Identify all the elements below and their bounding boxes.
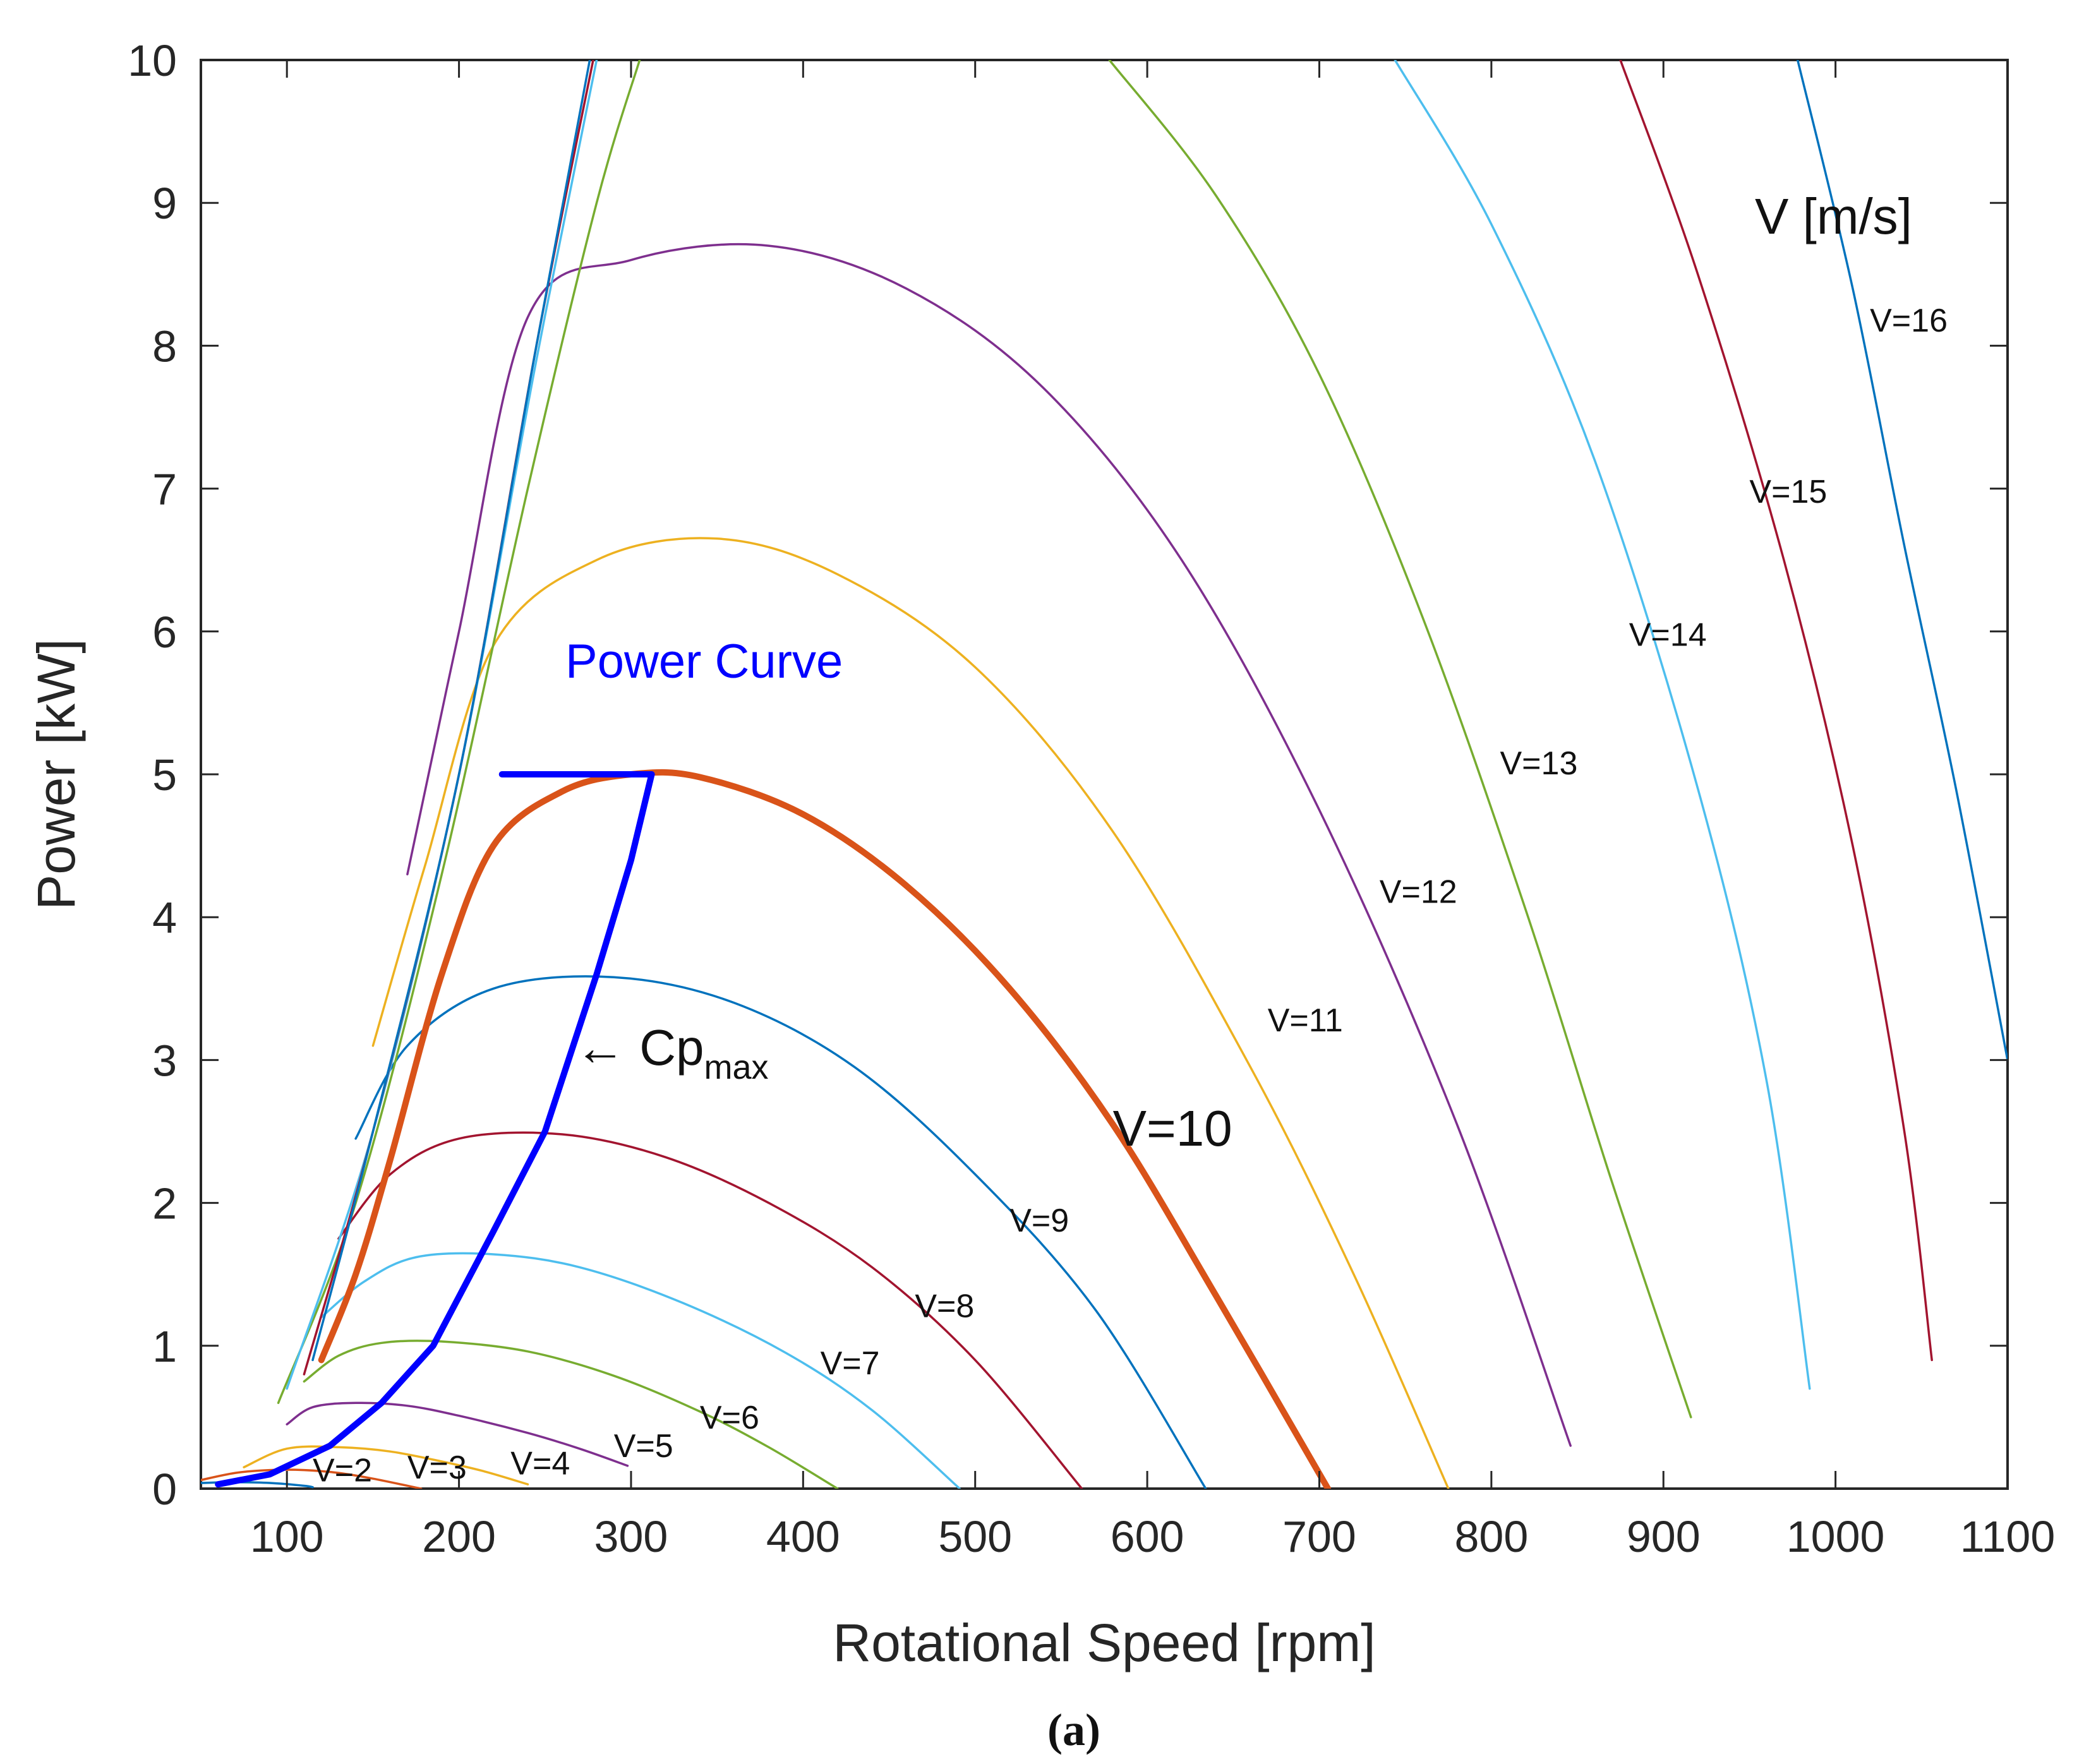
x-tick-label: 1100 [1960,1512,2056,1561]
cp-max-subscript: max [704,1048,769,1086]
y-tick-label: 8 [152,321,177,371]
power-curve-label: Power Curve [565,635,843,688]
series-label-v-13: V=13 [1500,745,1577,782]
y-tick-label: 10 [128,36,177,85]
series-label-v-16: V=16 [1870,303,1948,339]
series-line-v-16-right [1796,60,2008,1062]
curves-layer [201,60,2008,1489]
series-label-v-12: V=12 [1380,874,1457,911]
series-line-v-12 [406,243,1572,1447]
series-label-v-11: V=11 [1268,1002,1343,1039]
y-tick-label: 1 [152,1322,177,1371]
x-axis-title: Rotational Speed [rpm] [833,1613,1375,1672]
x-tick-label: 100 [250,1512,324,1561]
x-tick-label: 400 [766,1512,840,1561]
x-tick-label: 1000 [1786,1512,1885,1561]
x-tick-label: 500 [938,1512,1012,1561]
series-line-v-7 [320,1252,961,1489]
cp-max-label: ← Cpmax [575,1019,769,1086]
power-curve-line [215,771,655,1488]
series-line-v-14-right [1394,60,1811,1390]
series-line-v-15-right [1619,60,1933,1362]
series-label-v-5: V=5 [614,1428,673,1465]
series-label-v-4: V=4 [510,1445,570,1482]
series-label-v-9: V=9 [1009,1203,1069,1239]
series-line-v-11 [371,537,1450,1489]
figure-caption: (a) [1047,1705,1100,1755]
series-label-v-6: V=6 [700,1400,759,1436]
axis-ticks: 100 200 300 400 500 600 700 800 900 1000 1100 0 1 2 3 4… [128,36,2055,1561]
x-tick-label: 700 [1282,1512,1356,1561]
y-tick-label: 6 [152,608,177,657]
x-tick-label: 200 [422,1512,496,1561]
x-tick-label: 800 [1454,1512,1528,1561]
series-line-v-4 [243,1445,529,1485]
series-label-v-7: V=7 [821,1345,880,1382]
y-tick-label: 4 [152,893,177,942]
y-tick-label: 9 [152,179,177,228]
y-axis-title: Power [kW] [27,639,86,909]
cp-max-main: ← Cp [575,1019,704,1076]
series-line-v-5 [286,1401,629,1467]
series-line-v-3 [201,1468,423,1489]
series-line-v-13-right [1108,60,1692,1419]
series-label-v-3: V=3 [407,1449,467,1486]
y-tick-label: 2 [152,1179,177,1228]
series-line-v-6 [303,1340,839,1489]
series-line-v-8 [337,1131,1083,1489]
series-label-v-10: V=10 [1113,1100,1232,1156]
y-tick-label: 3 [152,1036,177,1085]
series-label-v-14: V=14 [1629,616,1707,653]
y-tick-label: 7 [152,465,177,514]
x-tick-label: 900 [1627,1512,1701,1561]
x-tick-label: 600 [1111,1512,1184,1561]
series-line-v-10 [318,769,1332,1489]
series-labels: V=2 V=3 V=4 V=5 V=6 V=7 V=8 V=9 V=10 V=11 V=12 V=13… [313,303,1948,1489]
series-label-v-2: V=2 [313,1453,372,1489]
x-tick-label: 300 [594,1512,668,1561]
series-line-v-16 [311,60,591,1362]
legend-title: V [m/s] [1755,188,1912,244]
series-label-v-15: V=15 [1749,474,1827,510]
y-tick-label: 0 [152,1465,177,1514]
series-line-v-9 [354,975,1207,1489]
y-tick-label: 5 [152,750,177,800]
series-label-v-8: V=8 [915,1288,974,1325]
